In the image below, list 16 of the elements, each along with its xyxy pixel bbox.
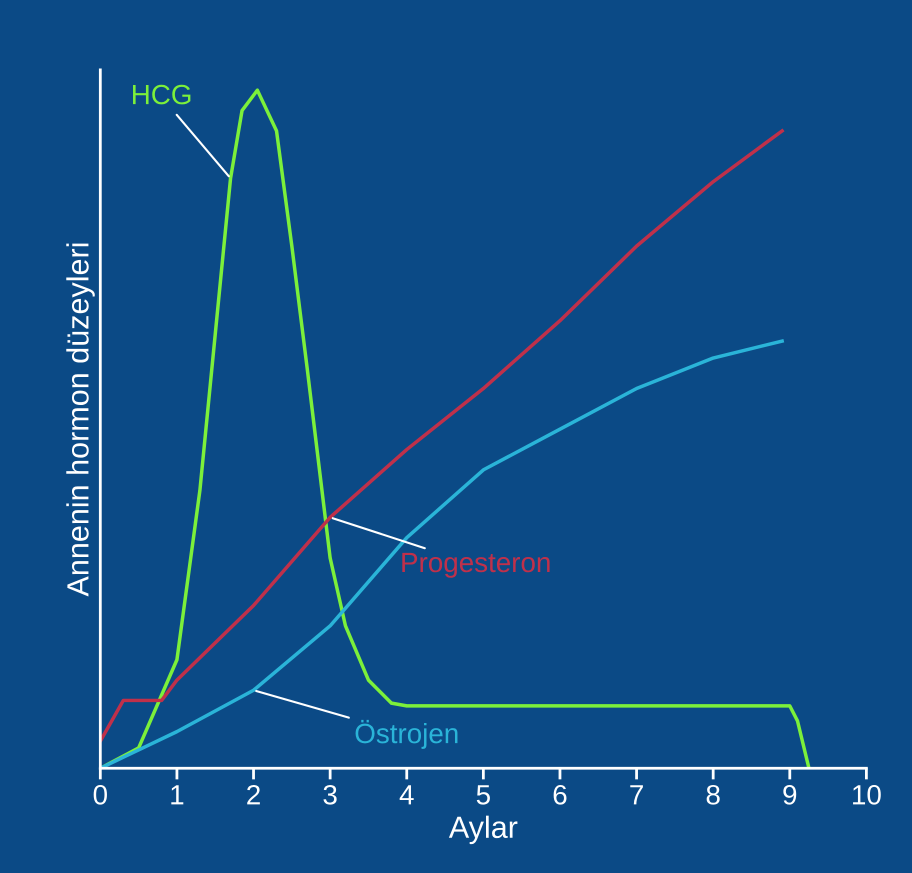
x-tick-label: 8 <box>706 784 720 805</box>
text: Östrojen <box>356 720 458 749</box>
text: Progesteron <box>402 552 550 578</box>
x-tick-label: 1 <box>171 785 184 804</box>
x-tick-label: 7 <box>630 785 643 804</box>
x-axis-title: Aylar <box>448 816 518 844</box>
series-label: HCG <box>133 84 190 104</box>
x-tick-label: 10 <box>853 784 881 805</box>
x-tick-label: 9 <box>783 784 796 805</box>
x-tick-label: 5 <box>476 785 490 805</box>
y-axis-title: Annenin hormon düzeyleri <box>66 244 95 596</box>
x-tick-label: 3 <box>323 784 337 805</box>
x-tick-label: 2 <box>247 784 260 804</box>
x-tick-label: 0 <box>94 784 107 805</box>
x-tick-label: 4 <box>400 785 414 804</box>
x-tick-label: 6 <box>554 784 566 805</box>
